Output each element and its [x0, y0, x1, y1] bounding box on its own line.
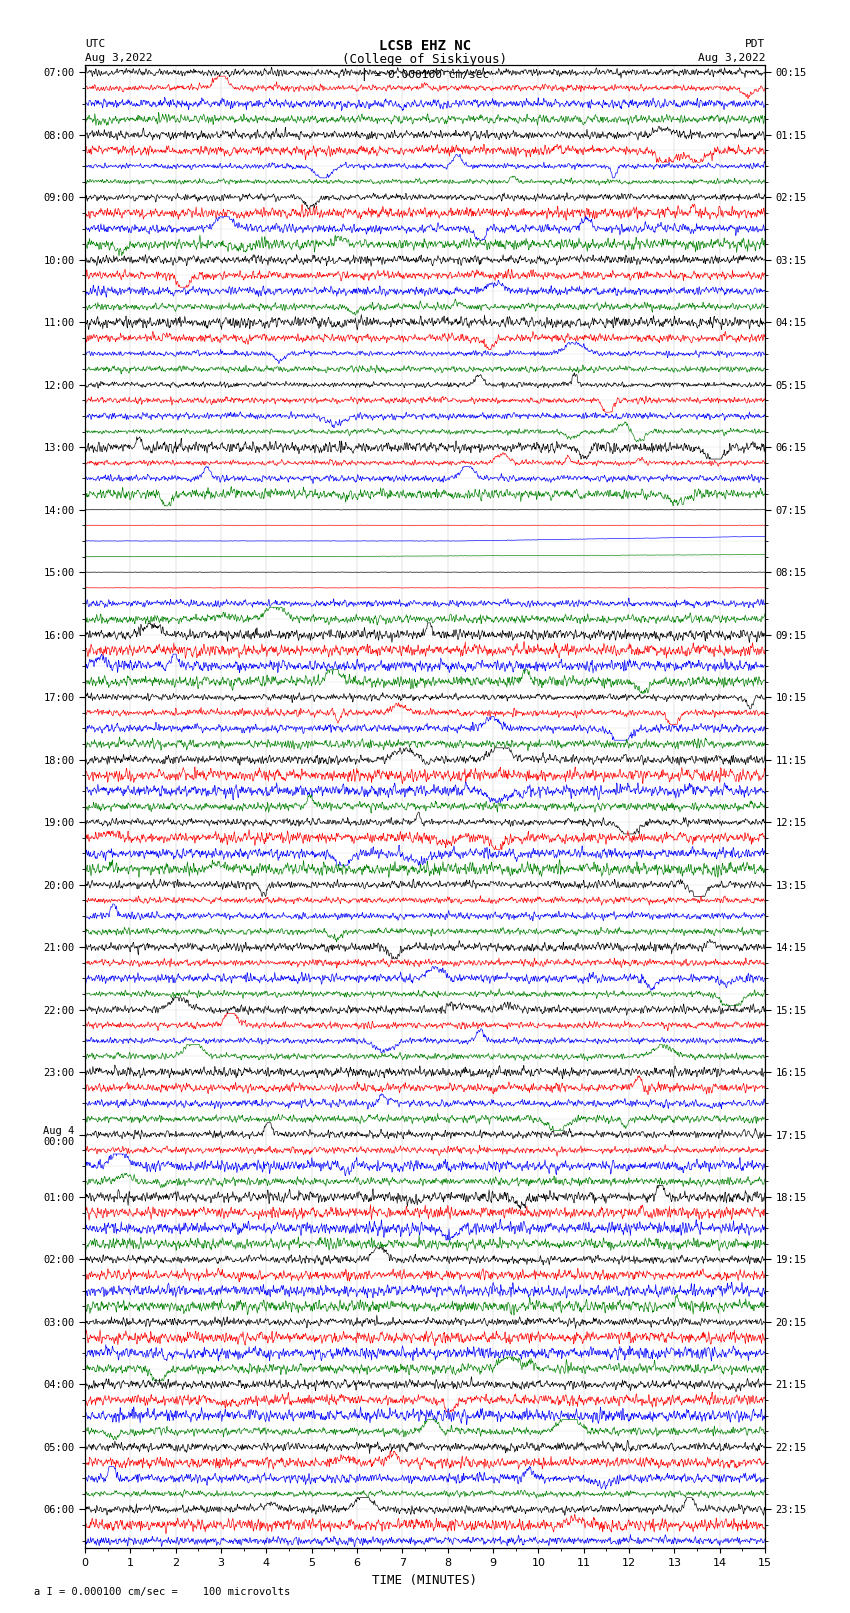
- Text: LCSB EHZ NC: LCSB EHZ NC: [379, 39, 471, 53]
- Text: Aug 3,2022: Aug 3,2022: [698, 53, 765, 63]
- Text: PDT: PDT: [745, 39, 765, 48]
- Text: (College of Siskiyous): (College of Siskiyous): [343, 53, 507, 66]
- Text: UTC: UTC: [85, 39, 105, 48]
- Text: Aug 3,2022: Aug 3,2022: [85, 53, 152, 63]
- X-axis label: TIME (MINUTES): TIME (MINUTES): [372, 1574, 478, 1587]
- Text: a I = 0.000100 cm/sec =    100 microvolts: a I = 0.000100 cm/sec = 100 microvolts: [34, 1587, 290, 1597]
- Text: ⎮ = 0.000100 cm/sec: ⎮ = 0.000100 cm/sec: [361, 68, 489, 81]
